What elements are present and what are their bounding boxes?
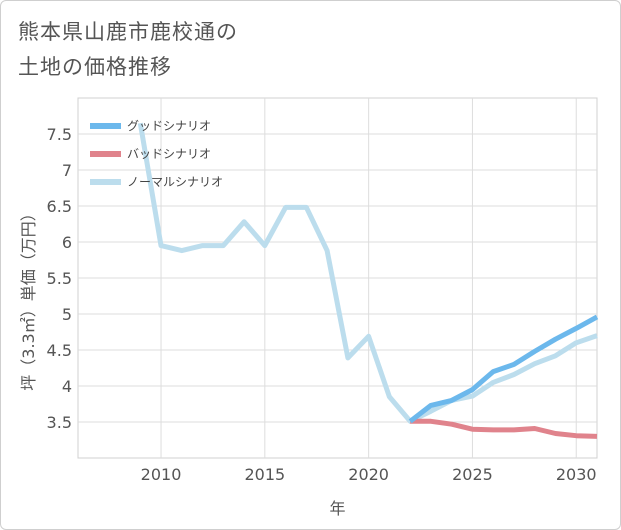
x-tick-label: 2015 bbox=[244, 465, 285, 484]
y-tick-label: 5 bbox=[62, 305, 72, 324]
y-tick-label: 6 bbox=[62, 233, 72, 252]
y-tick-label: 4.5 bbox=[47, 341, 72, 360]
chart-title: 熊本県山鹿市鹿校通の 土地の価格推移 bbox=[18, 15, 238, 85]
chart-title-line-2: 土地の価格推移 bbox=[18, 55, 172, 79]
x-tick-label: 2030 bbox=[556, 465, 597, 484]
y-tick-label: 3.5 bbox=[47, 413, 72, 432]
x-tick-label: 2010 bbox=[141, 465, 182, 484]
series-line-2 bbox=[137, 122, 598, 424]
legend-label: ノーマルシナリオ bbox=[127, 175, 223, 189]
x-axis-title: 年 bbox=[329, 499, 345, 518]
y-tick-label: 7.5 bbox=[47, 125, 72, 144]
series-lines bbox=[137, 122, 599, 439]
y-axis-title: 坪（3.3㎡）単価（万円） bbox=[19, 205, 38, 390]
chart-title-line-1: 熊本県山鹿市鹿校通の bbox=[18, 20, 238, 44]
x-tick-label: 2025 bbox=[452, 465, 493, 484]
y-tick-label: 7 bbox=[62, 161, 72, 180]
legend-label: グッドシナリオ bbox=[127, 119, 211, 133]
x-tick-label: 2020 bbox=[348, 465, 389, 484]
y-tick-labels: 3.5 4 4.5 5 5.5 6 6.5 7 7.5 bbox=[47, 125, 72, 432]
y-tick-label: 5.5 bbox=[47, 269, 72, 288]
legend-label: バッドシナリオ bbox=[127, 147, 211, 161]
series-line-1 bbox=[410, 418, 598, 439]
y-tick-label: 6.5 bbox=[47, 197, 72, 216]
y-tick-label: 4 bbox=[62, 377, 72, 396]
x-tick-labels: 2010 2015 2020 2025 2030 bbox=[141, 465, 597, 484]
series-line-0 bbox=[408, 314, 599, 424]
